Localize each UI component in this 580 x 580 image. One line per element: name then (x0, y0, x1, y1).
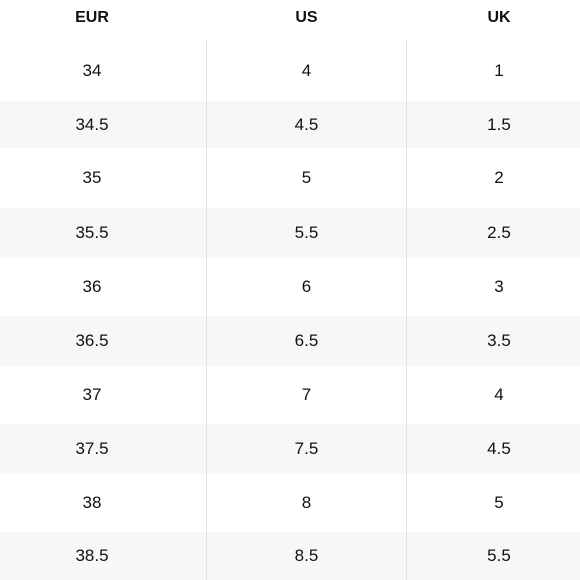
us-cell: 7.5 (294, 439, 319, 458)
us-cell: 8.5 (294, 546, 319, 565)
us-cell: 4 (301, 60, 312, 80)
table-row: 36.5 6.5 3.5 (0, 316, 580, 366)
uk-cell: 2 (494, 168, 504, 187)
table-row: 37.5 7.5 4.5 (0, 424, 580, 474)
eur-cell: 38 (82, 493, 102, 512)
header-us: US (295, 9, 318, 26)
column-divider (206, 40, 207, 580)
header-uk: UK (487, 9, 511, 26)
uk-cell: 3 (494, 277, 504, 296)
uk-cell: 3.5 (487, 331, 511, 350)
eur-cell: 38.5 (75, 546, 109, 565)
eur-cell: 37.5 (75, 439, 109, 458)
table-header: EUR US UK (0, 0, 580, 40)
uk-cell: 2.5 (487, 223, 511, 242)
uk-cell: 5.5 (487, 546, 511, 565)
eur-cell: 35.5 (75, 223, 109, 242)
uk-cell: 1 (494, 60, 504, 80)
table-row: 35.5 5.5 2.5 (0, 208, 580, 258)
table-row: 38.5 8.5 5.5 (0, 532, 580, 580)
us-cell: 5.5 (294, 223, 319, 242)
table-row: 36 6 3 (0, 258, 580, 316)
uk-cell: 1.5 (487, 114, 511, 134)
us-cell: 4.5 (294, 114, 319, 134)
us-cell: 7 (301, 385, 312, 404)
table-row: 35 5 2 (0, 148, 580, 208)
table-row: 34 4 1 (0, 40, 580, 101)
eur-cell: 36.5 (75, 331, 109, 350)
us-cell: 6.5 (294, 331, 319, 350)
eur-cell: 37 (82, 385, 102, 404)
table-row: 34.5 4.5 1.5 (0, 101, 580, 148)
uk-cell: 4.5 (487, 439, 511, 458)
table-row: 38 8 5 (0, 474, 580, 532)
uk-cell: 4 (494, 385, 504, 404)
eur-cell: 34.5 (75, 114, 109, 134)
column-divider (406, 40, 407, 580)
uk-cell: 5 (494, 493, 504, 512)
us-cell: 8 (301, 493, 312, 512)
eur-cell: 35 (82, 168, 102, 187)
us-cell: 6 (301, 277, 312, 296)
table-row: 37 7 4 (0, 366, 580, 424)
header-eur: EUR (75, 9, 109, 26)
us-cell: 5 (301, 168, 312, 187)
eur-cell: 34 (82, 60, 102, 80)
eur-cell: 36 (82, 277, 102, 296)
